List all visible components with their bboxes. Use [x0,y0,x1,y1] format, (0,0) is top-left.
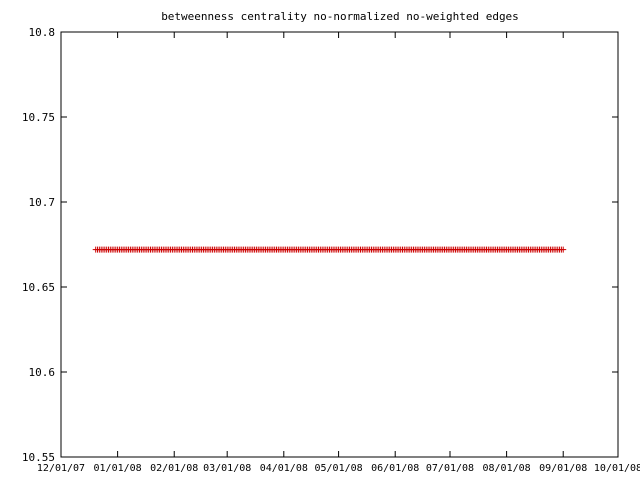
y-tick-label: 10.55 [22,451,55,464]
x-tick-label: 12/01/07 [37,463,85,474]
chart-title: betweenness centrality no-normalized no-… [161,10,519,23]
data-point [560,246,567,253]
x-tick-label: 08/01/08 [483,463,531,474]
x-tick-label: 09/01/08 [539,463,587,474]
x-axis: 12/01/07 01/01/08 02/01/08 03/01/08 04/01/08… [37,32,640,474]
plot-frame [60,31,619,458]
x-tick-label: 10/01/08 [594,463,640,474]
y-tick-label: 10.75 [22,111,55,124]
x-tick-label: 03/01/08 [203,463,251,474]
y-tick-label: 10.6 [29,366,56,379]
y-axis: 10.55 10.6 10.65 10.7 10.75 10.8 [22,26,618,464]
x-tick-label: 02/01/08 [150,463,198,474]
x-tick-label: 05/01/08 [315,463,363,474]
x-tick-label: 01/01/08 [94,463,142,474]
y-tick-label: 10.7 [29,196,56,209]
x-tick-label: 07/01/08 [426,463,474,474]
y-tick-label: 10.8 [29,26,56,39]
y-tick-label: 10.65 [22,281,55,294]
x-tick-label: 04/01/08 [260,463,308,474]
x-tick-label: 06/01/08 [371,463,419,474]
data-series [92,246,567,253]
